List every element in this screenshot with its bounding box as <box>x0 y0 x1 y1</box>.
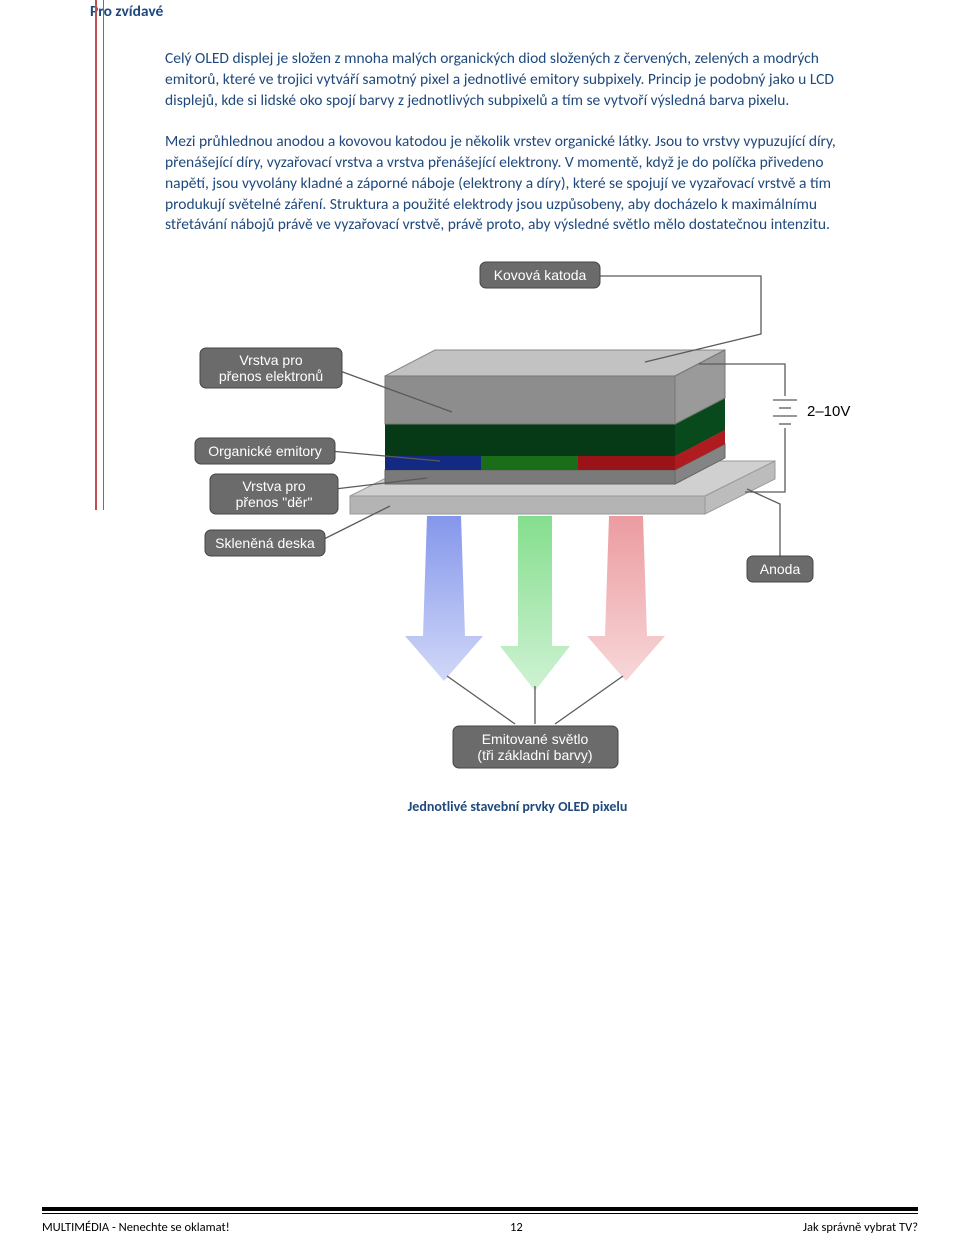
footer-right: Jak správně vybrat TV? <box>803 1220 918 1235</box>
left-margin-rule-outer <box>95 0 97 510</box>
svg-text:Emitované světlo(tři základní: Emitované světlo(tři základní barvy) <box>477 731 592 763</box>
label-emitted: Emitované světlo(tři základní barvy) <box>453 726 618 768</box>
cathode-layer <box>385 350 725 424</box>
label-emitters: Organické emitory <box>195 438 335 464</box>
oled-diagram: Vrstva propřenos elektronů Organické emi… <box>165 256 855 786</box>
light-arrow-red <box>587 516 665 681</box>
footer-page-number: 12 <box>510 1220 523 1235</box>
label-voltage: 2–10V <box>807 403 850 420</box>
svg-text:Anoda: Anoda <box>760 561 801 577</box>
lead-anode <box>747 489 780 556</box>
lead-cathode <box>597 276 761 362</box>
footer-rule-thick <box>42 1207 918 1211</box>
light-arrow-blue <box>405 516 483 681</box>
left-margin-rule-inner <box>103 0 104 510</box>
oled-diagram-svg: Vrstva propřenos elektronů Organické emi… <box>165 256 855 786</box>
footer-rule-thin <box>42 1213 918 1214</box>
label-cathode: Kovová katoda <box>480 262 600 288</box>
svg-text:Kovová katoda: Kovová katoda <box>494 267 587 283</box>
paragraph-2: Mezi průhlednou anodou a kovovou katodou… <box>165 132 870 237</box>
label-glass: Skleněná deska <box>205 530 325 556</box>
svg-text:Vrstva propřenos "děr": Vrstva propřenos "děr" <box>236 478 313 510</box>
label-hole-layer: Vrstva propřenos "děr" <box>210 474 338 514</box>
light-arrow-green <box>500 516 570 691</box>
footer-left: MULTIMÉDIA - Nenechte se oklamat! <box>42 1220 230 1235</box>
label-electron-layer: Vrstva propřenos elektronů <box>200 348 342 388</box>
diagram-caption: Jednotlivé stavební prvky OLED pixelu <box>165 798 870 815</box>
svg-text:Organické emitory: Organické emitory <box>208 443 322 459</box>
svg-text:Skleněná deska: Skleněná deska <box>215 535 315 551</box>
paragraph-1: Celý OLED displej je složen z mnoha malý… <box>165 49 870 112</box>
label-anode: Anoda <box>747 556 813 582</box>
page-footer: MULTIMÉDIA - Nenechte se oklamat! 12 Jak… <box>0 1207 960 1235</box>
section-heading: Pro zvídavé <box>90 0 870 21</box>
